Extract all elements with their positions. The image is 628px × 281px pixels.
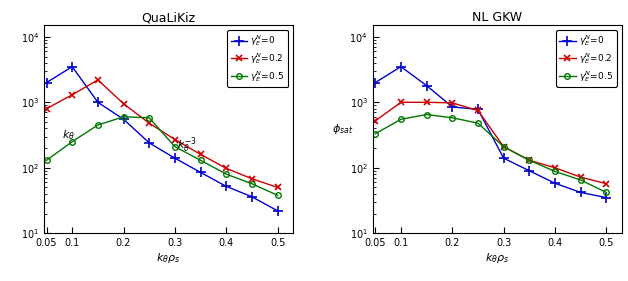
$\gamma_E^N\!=\!0$ — [448, 105, 456, 108]
$\gamma_E^N\!=\!0.2$ — [602, 182, 610, 185]
$\gamma_E^N\!=\!0.2$ — [94, 78, 102, 81]
Y-axis label: $\phi_{sat}$: $\phi_{sat}$ — [332, 122, 354, 136]
Title: NL GKW: NL GKW — [472, 11, 522, 24]
$\gamma_E^N\!=\!0.2$ — [474, 109, 482, 112]
$\gamma_E^N\!=\!0.5$ — [577, 178, 585, 182]
$\gamma_E^N\!=\!0.2$ — [197, 153, 204, 156]
$\gamma_E^N\!=\!0$ — [500, 157, 507, 160]
$\gamma_E^N\!=\!0.2$ — [397, 101, 404, 104]
$\gamma_E^N\!=\!0.5$ — [602, 191, 610, 194]
$\gamma_E^N\!=\!0.2$ — [68, 93, 76, 96]
$\gamma_E^N\!=\!0.2$ — [500, 145, 507, 148]
Text: $k_\theta$: $k_\theta$ — [62, 128, 75, 142]
$\gamma_E^N\!=\!0.5$ — [500, 145, 507, 148]
$\gamma_E^N\!=\!0.5$ — [274, 194, 281, 197]
$\gamma_E^N\!=\!0$ — [43, 81, 50, 84]
$\gamma_E^N\!=\!0.5$ — [197, 158, 204, 162]
$\gamma_E^N\!=\!0.5$ — [146, 116, 153, 119]
Text: $k_{\theta}^{-3}$: $k_{\theta}^{-3}$ — [178, 135, 197, 155]
$\gamma_E^N\!=\!0.2$ — [248, 177, 256, 180]
Legend: $\gamma_E^N\!=\!0$, $\gamma_E^N\!=\!0.2$, $\gamma_E^N\!=\!0.5$: $\gamma_E^N\!=\!0$, $\gamma_E^N\!=\!0.2$… — [556, 30, 617, 87]
$\gamma_E^N\!=\!0$ — [551, 182, 559, 185]
$\gamma_E^N\!=\!0$ — [197, 171, 204, 174]
$\gamma_E^N\!=\!0$ — [68, 65, 76, 68]
$\gamma_E^N\!=\!0$ — [372, 81, 379, 84]
$\gamma_E^N\!=\!0.5$ — [68, 140, 76, 143]
$\gamma_E^N\!=\!0$ — [602, 196, 610, 199]
$\gamma_E^N\!=\!0$ — [146, 141, 153, 144]
$\gamma_E^N\!=\!0$ — [171, 157, 178, 160]
$\gamma_E^N\!=\!0.2$ — [577, 175, 585, 179]
Line: $\gamma_E^N\!=\!0.2$: $\gamma_E^N\!=\!0.2$ — [43, 76, 281, 191]
$\gamma_E^N\!=\!0.2$ — [120, 102, 127, 105]
$\gamma_E^N\!=\!0.2$ — [146, 121, 153, 125]
Line: $\gamma_E^N\!=\!0$: $\gamma_E^N\!=\!0$ — [371, 62, 611, 203]
$\gamma_E^N\!=\!0.5$ — [171, 145, 178, 148]
$\gamma_E^N\!=\!0.2$ — [171, 138, 178, 141]
Line: $\gamma_E^N\!=\!0.5$: $\gamma_E^N\!=\!0.5$ — [372, 112, 609, 195]
Line: $\gamma_E^N\!=\!0.2$: $\gamma_E^N\!=\!0.2$ — [372, 99, 610, 187]
$\gamma_E^N\!=\!0.5$ — [397, 118, 404, 121]
$\gamma_E^N\!=\!0$ — [577, 191, 585, 194]
$\gamma_E^N\!=\!0.5$ — [94, 123, 102, 127]
Legend: $\gamma_E^N\!=\!0$, $\gamma_E^N\!=\!0.2$, $\gamma_E^N\!=\!0.5$: $\gamma_E^N\!=\!0$, $\gamma_E^N\!=\!0.2$… — [227, 30, 288, 87]
$\gamma_E^N\!=\!0.5$ — [248, 182, 256, 185]
$\gamma_E^N\!=\!0.5$ — [551, 170, 559, 173]
$\gamma_E^N\!=\!0$ — [248, 195, 256, 198]
$\gamma_E^N\!=\!0.5$ — [423, 113, 430, 116]
$\gamma_E^N\!=\!0.5$ — [526, 158, 533, 162]
$\gamma_E^N\!=\!0$ — [274, 209, 281, 212]
$\gamma_E^N\!=\!0$ — [397, 65, 404, 68]
$\gamma_E^N\!=\!0.5$ — [120, 115, 127, 119]
$\gamma_E^N\!=\!0.5$ — [448, 116, 456, 119]
Line: $\gamma_E^N\!=\!0.5$: $\gamma_E^N\!=\!0.5$ — [44, 114, 280, 198]
$\gamma_E^N\!=\!0$ — [94, 101, 102, 104]
$\gamma_E^N\!=\!0.2$ — [448, 101, 456, 105]
$\gamma_E^N\!=\!0.2$ — [526, 158, 533, 162]
$\gamma_E^N\!=\!0.5$ — [474, 121, 482, 125]
$\gamma_E^N\!=\!0$ — [120, 118, 127, 121]
$\gamma_E^N\!=\!0$ — [423, 84, 430, 87]
$\gamma_E^N\!=\!0.2$ — [43, 107, 50, 110]
Line: $\gamma_E^N\!=\!0$: $\gamma_E^N\!=\!0$ — [41, 62, 283, 216]
$\gamma_E^N\!=\!0.5$ — [372, 132, 379, 135]
$\gamma_E^N\!=\!0.2$ — [372, 119, 379, 123]
$\gamma_E^N\!=\!0.2$ — [274, 186, 281, 189]
$\gamma_E^N\!=\!0.5$ — [222, 173, 230, 176]
$\gamma_E^N\!=\!0$ — [526, 169, 533, 173]
$\gamma_E^N\!=\!0$ — [474, 108, 482, 111]
$\gamma_E^N\!=\!0.2$ — [222, 167, 230, 170]
$\gamma_E^N\!=\!0$ — [222, 185, 230, 188]
$\gamma_E^N\!=\!0.2$ — [423, 101, 430, 104]
X-axis label: $k_\theta\rho_s$: $k_\theta\rho_s$ — [156, 251, 181, 265]
X-axis label: $k_\theta\rho_s$: $k_\theta\rho_s$ — [485, 251, 509, 265]
$\gamma_E^N\!=\!0.2$ — [551, 166, 559, 169]
$\gamma_E^N\!=\!0.5$ — [43, 158, 50, 162]
Title: QuaLiKiz: QuaLiKiz — [141, 11, 195, 24]
